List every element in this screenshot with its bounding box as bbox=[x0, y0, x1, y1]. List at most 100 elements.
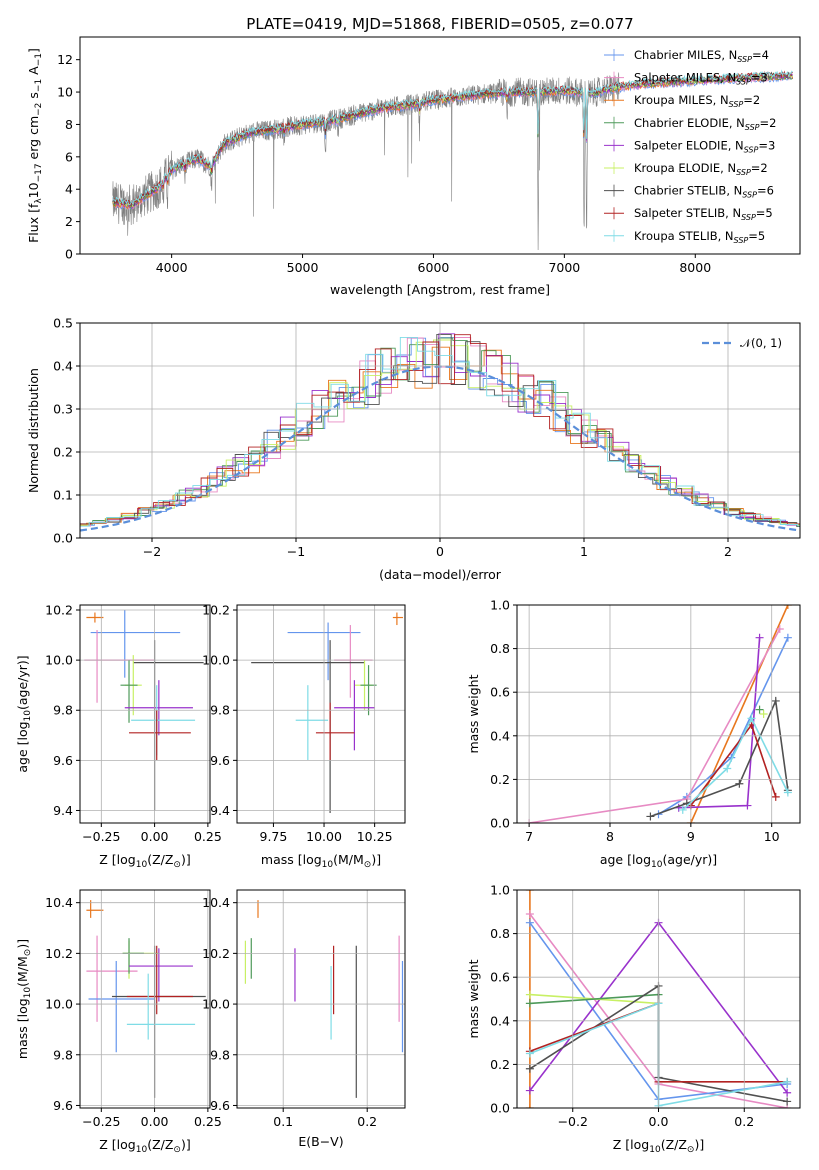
legend-part: SSP bbox=[742, 191, 757, 200]
x-axis-label-part-2: (Z/Z bbox=[661, 1137, 687, 1152]
errorbar-chabrier_stelib bbox=[133, 640, 204, 811]
panel-residual_histogram: −2 −1 0 1 2 0.0 0.1 0.2 0.3 0.4 0.5 (data−model)/er… bbox=[26, 316, 801, 582]
x-axis-label-part-0: age [log bbox=[600, 852, 651, 867]
y-tick-label: 9.6 bbox=[53, 1098, 73, 1113]
panel-mass_vs_z: −0.25 0.00 0.259.69.810.010.210.4Z [log10(… bbox=[15, 889, 222, 1155]
axes-frame bbox=[79, 604, 211, 824]
legend-part: Kroupa ELODIE, N bbox=[634, 161, 736, 175]
spectrum-model-kroupa_stelib bbox=[112, 69, 793, 207]
y-tick-label: 0.6 bbox=[490, 685, 510, 700]
y-tick-label: 10.2 bbox=[45, 603, 73, 618]
x-tick-label: 10.25 bbox=[357, 829, 393, 844]
legend-part: Salpeter STELIB, N bbox=[634, 206, 741, 220]
y-tick-label: 0.0 bbox=[53, 531, 73, 546]
y-tick-label: 8 bbox=[65, 117, 73, 132]
x-axis-label: (data−model)/error bbox=[379, 567, 502, 582]
y-axis-label-part-2: 10 bbox=[26, 182, 41, 198]
y-axis-label-part-0: age [log bbox=[15, 721, 30, 772]
x-axis-label-part-3: ⊙ bbox=[173, 1145, 181, 1155]
series-line-chabrier_miles bbox=[658, 637, 789, 815]
y-tick-label: 4 bbox=[65, 182, 73, 197]
series-marker-chabrier_stelib bbox=[646, 812, 655, 821]
series-marker-kroupa_stelib bbox=[525, 1049, 534, 1058]
y-tick-label: 9.8 bbox=[210, 703, 230, 718]
panel-mass_weight_vs_z: −0.2 0.0 0.2 0.0 0.2 0.4 0.6 0.8 1.0 Z [log10(Z/Z… bbox=[466, 883, 801, 1155]
x-axis-label-part-3: ⊙ bbox=[687, 1145, 695, 1155]
legend-part: =5 bbox=[748, 229, 765, 243]
legend-part: Salpeter ELODIE, N bbox=[634, 138, 744, 152]
y-axis-label-part-7: −1 bbox=[34, 79, 44, 92]
legend-part: =2 bbox=[751, 161, 768, 175]
plot-area bbox=[244, 900, 404, 1098]
x-axis-label-part-2: (Z/Z bbox=[147, 1137, 173, 1152]
errorbar-kroupa_miles bbox=[86, 900, 104, 918]
x-axis-label: age [log10(age/yr)] bbox=[600, 852, 717, 870]
series-marker-kroupa_elodie bbox=[525, 990, 534, 999]
y-axis-label-part-4: erg cm bbox=[26, 116, 41, 164]
histogram-step-kroupa_miles bbox=[80, 346, 800, 527]
x-tick-label: −0.25 bbox=[82, 1114, 120, 1129]
x-axis-label-part-3: ⊙ bbox=[364, 860, 372, 870]
series-marker-kroupa_miles bbox=[525, 890, 534, 894]
errorbar-chabrier_elodie bbox=[120, 660, 138, 723]
legend-part: =5 bbox=[756, 206, 773, 220]
histogram-step-kroupa_stelib bbox=[80, 336, 800, 527]
figure-title: PLATE=0419, MJD=51868, FIBERID=0505, z=0… bbox=[246, 15, 633, 33]
y-tick-label: 10.0 bbox=[45, 653, 73, 668]
legend-label-kroupa_miles: Kroupa MILES, NSSP=2 bbox=[634, 93, 760, 109]
series-marker-salpeter_elodie bbox=[783, 1088, 792, 1097]
errorbar-salpeter_elodie bbox=[129, 948, 193, 1002]
y-axis-label: mass [log10(M/M⊙)] bbox=[15, 939, 33, 1059]
x-tick-label: 4000 bbox=[156, 260, 188, 275]
legend-label-chabrier_miles: Chabrier MILES, NSSP=4 bbox=[634, 48, 769, 64]
legend-part: SSP bbox=[741, 213, 756, 222]
y-tick-label: 9.6 bbox=[53, 753, 73, 768]
x-tick-label: 0.00 bbox=[141, 1114, 169, 1129]
legend-label-chabrier_elodie: Chabrier ELODIE, NSSP=2 bbox=[634, 116, 776, 132]
errorbar-salpeter_miles bbox=[86, 935, 138, 1022]
y-tick-label: 0.0 bbox=[490, 816, 510, 831]
plot-area bbox=[525, 605, 792, 823]
y-axis-label-part-6: s bbox=[26, 92, 41, 103]
legend-part: SSP bbox=[745, 123, 760, 132]
x-tick-label: 10.00 bbox=[306, 829, 342, 844]
x-axis-label-part-0: Z [log bbox=[99, 852, 135, 867]
y-tick-label: 9.4 bbox=[53, 803, 73, 818]
legend-part: Kroupa STELIB, N bbox=[634, 229, 734, 243]
y-tick-label: 10.2 bbox=[202, 603, 230, 618]
x-tick-label: 2 bbox=[724, 544, 732, 559]
y-axis-label-part-4: )] bbox=[15, 939, 30, 949]
x-tick-label: 7 bbox=[525, 829, 533, 844]
series-marker-chabrier_stelib bbox=[771, 696, 780, 705]
y-tick-label: 0.4 bbox=[490, 1013, 510, 1028]
errorbar-chabrier_elodie bbox=[122, 938, 144, 974]
x-axis-label-part-1: 10 bbox=[136, 1145, 148, 1155]
legend-part: SSP bbox=[737, 55, 752, 64]
series-marker-salpeter_elodie bbox=[743, 801, 752, 810]
plot-area bbox=[86, 900, 206, 1098]
axes-frame bbox=[236, 604, 406, 824]
spectrum-model-salpeter_elodie bbox=[112, 72, 793, 209]
legend-part: Kroupa MILES, N bbox=[634, 93, 729, 107]
axes-frame bbox=[79, 36, 801, 255]
y-axis-label-part-5: −2 bbox=[34, 103, 44, 116]
x-tick-label: 9 bbox=[687, 829, 695, 844]
y-tick-label: 0.8 bbox=[490, 926, 510, 941]
x-tick-label: 0.00 bbox=[141, 829, 169, 844]
legend-label-salpeter_elodie: Salpeter ELODIE, NSSP=3 bbox=[634, 138, 775, 154]
axes-frame bbox=[516, 604, 801, 824]
x-axis-label-part-1: 10 bbox=[649, 1145, 661, 1155]
y-axis-label-part-2: (age/yr)] bbox=[15, 655, 30, 710]
panel-spectrum: 4000 5000 6000 7000 8000 0 2 4 6 8 10 12 wavelength … bbox=[26, 36, 801, 297]
legend-part: Salpeter MILES, N bbox=[634, 71, 736, 85]
x-axis-label-part-0: Z [log bbox=[613, 1137, 649, 1152]
x-tick-label: 0.0 bbox=[649, 1114, 669, 1129]
plot-area bbox=[80, 333, 800, 532]
errorbar-salpeter_stelib bbox=[129, 710, 191, 761]
y-tick-label: 0 bbox=[65, 247, 73, 262]
series-marker-chabrier_stelib bbox=[735, 779, 744, 788]
legend-part: Chabrier STELIB, N bbox=[634, 184, 742, 198]
x-axis-label-part-1: 10 bbox=[136, 860, 148, 870]
